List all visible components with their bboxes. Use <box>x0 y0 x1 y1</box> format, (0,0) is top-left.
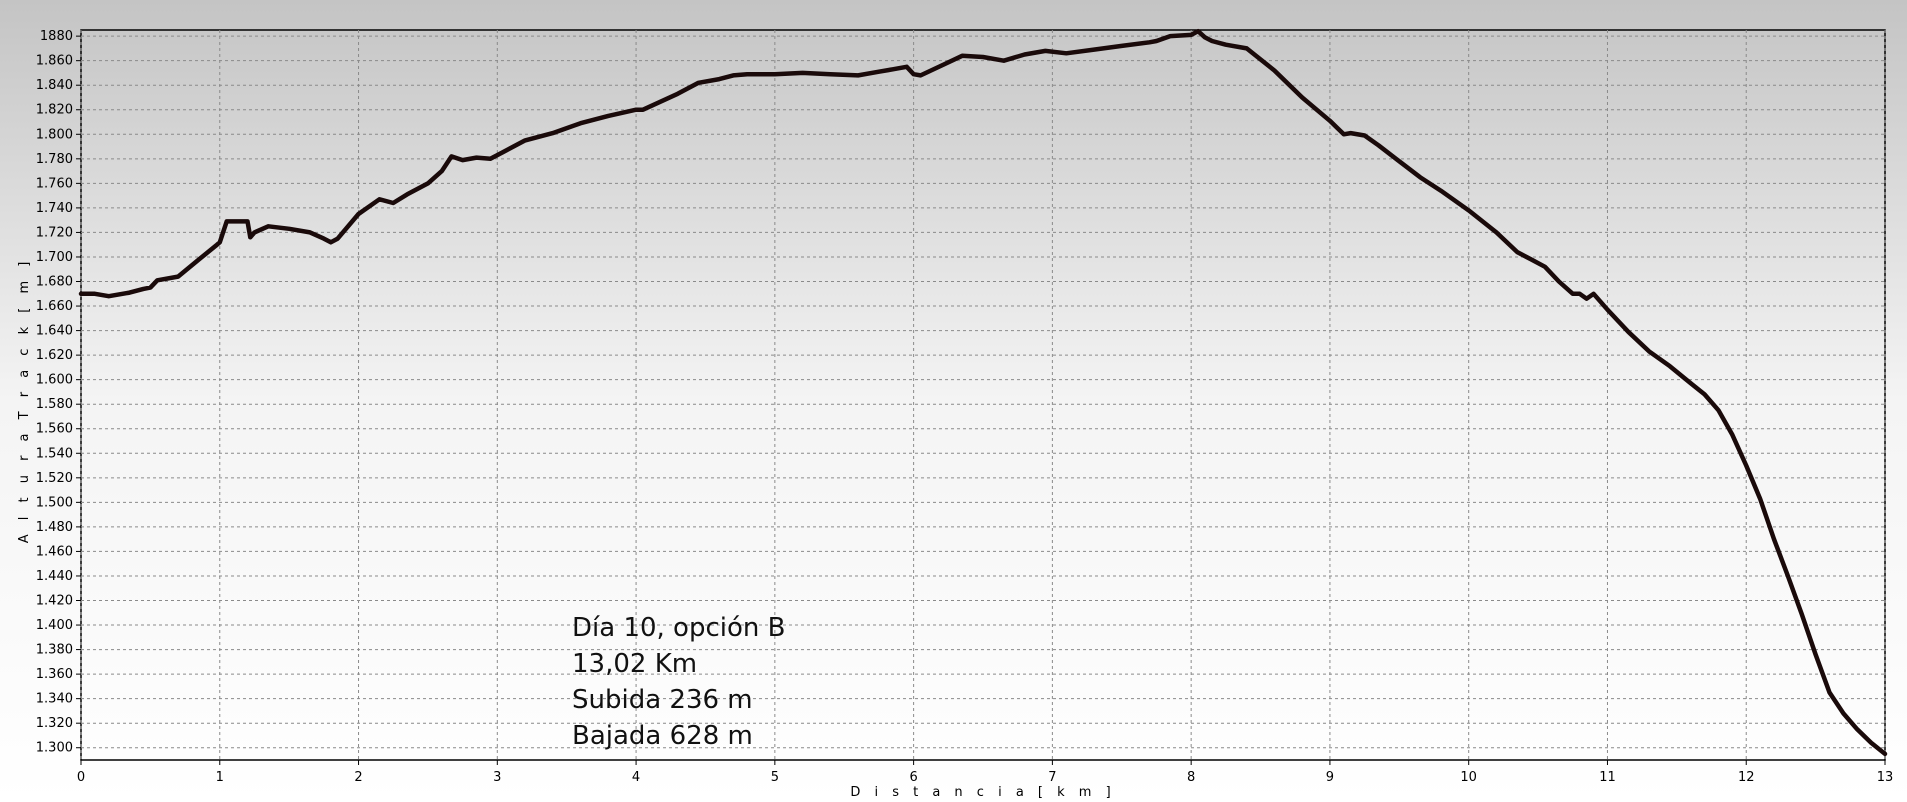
y-tick-label: 1.860 <box>36 54 73 69</box>
y-tick-label: 1.380 <box>36 643 73 658</box>
y-tick-label: 1.680 <box>36 275 73 290</box>
y-tick-label: 1.460 <box>36 544 73 559</box>
y-tick-label: 1.800 <box>36 127 73 142</box>
y-tick-label: 1.620 <box>36 348 73 363</box>
y-tick-label: 1.600 <box>36 373 73 388</box>
y-tick-label: 1.400 <box>36 618 73 633</box>
x-tick-label: 0 <box>77 770 85 785</box>
y-tick-label: 1.300 <box>36 741 73 756</box>
y-tick-label: 1.420 <box>36 594 73 609</box>
y-tick-label: 1.640 <box>36 324 73 339</box>
x-tick-label: 13 <box>1877 770 1894 785</box>
y-tick-label: 1.660 <box>36 299 73 314</box>
plot-area-frame <box>80 29 1886 761</box>
route-ascent: Subida 236 m <box>572 685 753 715</box>
y-tick-label: 1.700 <box>36 250 73 265</box>
y-tick-label: 1.320 <box>36 716 73 731</box>
y-tick-label: 1.760 <box>36 176 73 191</box>
x-tick-label: 9 <box>1326 770 1334 785</box>
x-tick-label: 8 <box>1187 770 1195 785</box>
x-tick-label: 6 <box>909 770 917 785</box>
y-tick-label: 1.520 <box>36 471 73 486</box>
x-tick-label: 7 <box>1048 770 1056 785</box>
tick-layer: 1.300 1.320 1.340 1.360 1.380 1.400 1.420 1.440… <box>36 29 1893 785</box>
y-tick-label: 1.560 <box>36 422 73 437</box>
grid-layer <box>80 30 1886 760</box>
y-tick-label: 1.780 <box>36 152 73 167</box>
y-tick-label: 1.540 <box>36 446 73 461</box>
x-tick-label: 11 <box>1599 770 1616 785</box>
x-tick-label: 10 <box>1460 770 1477 785</box>
x-tick-label: 2 <box>354 770 362 785</box>
y-tick-label: 1880 <box>40 29 73 44</box>
route-info-annotation: Día 10, opción B 13,02 Km Subida 236 m B… <box>572 610 785 754</box>
y-tick-label: 1.840 <box>36 78 73 93</box>
x-tick-label: 5 <box>771 770 779 785</box>
y-tick-label: 1.720 <box>36 225 73 240</box>
elevation-series-line <box>78 28 1888 757</box>
y-tick-label: 1.500 <box>36 495 73 510</box>
route-descent: Bajada 628 m <box>572 721 753 751</box>
y-tick-label: 1.480 <box>36 520 73 535</box>
y-axis-title: A l t u r a T r a c k [ m ] <box>17 257 32 544</box>
route-distance: 13,02 Km <box>572 649 698 679</box>
y-tick-label: 1.340 <box>36 692 73 707</box>
y-tick-label: 1.440 <box>36 569 73 584</box>
x-tick-label: 3 <box>493 770 501 785</box>
y-tick-label: 1.580 <box>36 397 73 412</box>
x-tick-label: 4 <box>632 770 640 785</box>
y-tick-label: 1.820 <box>36 103 73 118</box>
x-tick-label: 12 <box>1738 770 1755 785</box>
x-axis-title: D i s t a n c i a [ k m ] <box>850 785 1115 800</box>
y-tick-label: 1.360 <box>36 667 73 682</box>
series-layer <box>78 28 1888 757</box>
route-name: Día 10, opción B <box>572 613 786 643</box>
y-tick-label: 1.740 <box>36 201 73 216</box>
x-tick-label: 1 <box>216 770 224 785</box>
